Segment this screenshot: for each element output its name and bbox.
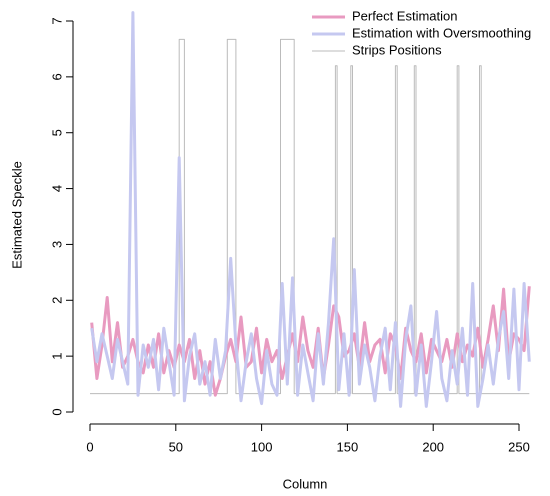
y-axis-title: Estimated Speckle xyxy=(9,161,24,269)
legend-label: Strips Positions xyxy=(352,42,442,57)
x-tick-label: 150 xyxy=(337,439,359,454)
series-line xyxy=(90,286,531,397)
y-tick-label: 5 xyxy=(49,129,64,136)
x-tick-label: 0 xyxy=(86,439,93,454)
y-tick-label: 0 xyxy=(49,408,64,415)
legend-label: Estimation with Oversmoothing xyxy=(352,25,531,40)
y-tick-label: 2 xyxy=(49,297,64,304)
series-line xyxy=(90,38,530,395)
y-tick-label: 1 xyxy=(49,353,64,360)
series-line xyxy=(90,11,531,408)
x-tick-label: 50 xyxy=(169,439,183,454)
x-axis-title: Column xyxy=(283,476,328,491)
x-tick-label: 250 xyxy=(508,439,530,454)
y-tick-label: 7 xyxy=(49,17,64,24)
y-tick-label: 4 xyxy=(49,185,64,192)
legend-label: Perfect Estimation xyxy=(352,8,458,23)
x-tick-label: 200 xyxy=(422,439,444,454)
y-tick-label: 6 xyxy=(49,73,64,80)
y-tick-label: 3 xyxy=(49,241,64,248)
x-tick-label: 100 xyxy=(251,439,273,454)
